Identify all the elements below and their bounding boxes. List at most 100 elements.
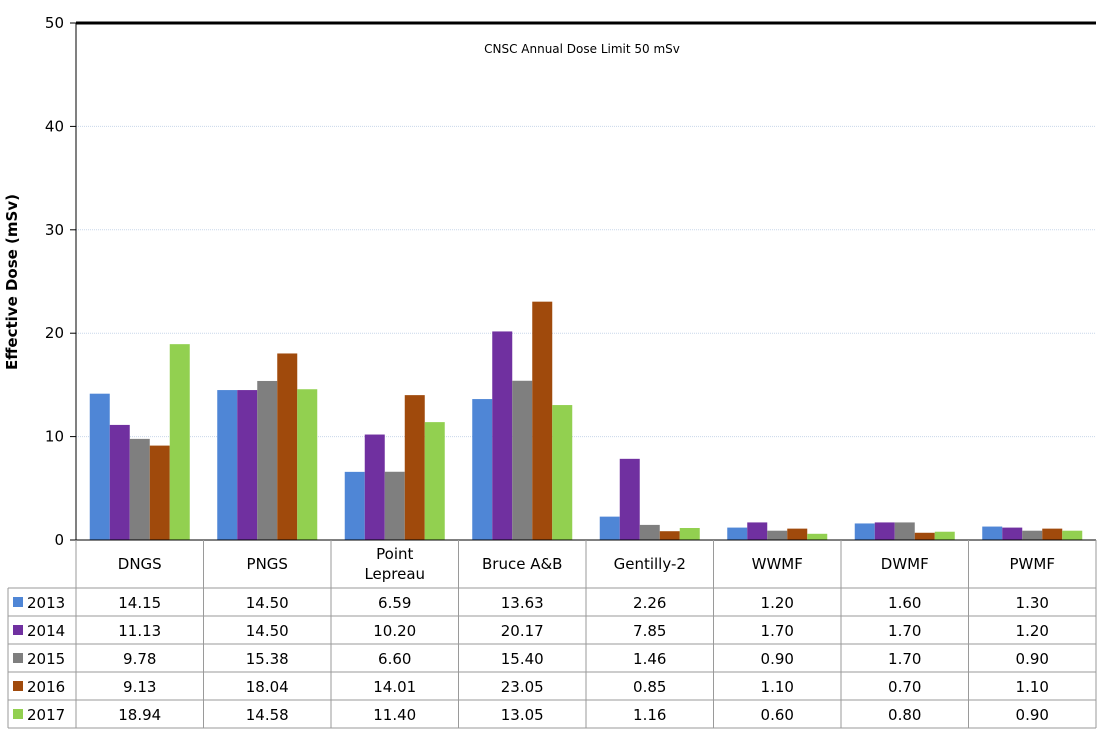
data-label: 6.59	[378, 594, 411, 612]
y-tick-label: 10	[45, 428, 64, 446]
legend-key-2013	[13, 597, 23, 607]
category-label: PWMF	[1010, 555, 1055, 573]
y-tick-label: 50	[45, 14, 64, 32]
dose-limit-annotation: CNSC Annual Dose Limit 50 mSv	[484, 42, 680, 56]
data-label: 14.15	[118, 594, 161, 612]
data-label: 0.80	[888, 706, 921, 724]
y-axis-label: Effective Dose (mSv)	[3, 194, 21, 370]
bar-2013-1	[217, 390, 238, 540]
data-label: 7.85	[633, 622, 666, 640]
legend-label-2017: 2017	[27, 706, 65, 724]
data-label: 13.63	[501, 594, 544, 612]
data-label: 18.04	[246, 678, 289, 696]
y-tick-label: 0	[54, 531, 64, 549]
bar-2016-2	[404, 395, 425, 540]
bar-2015-3	[512, 380, 533, 540]
data-label: 0.70	[888, 678, 921, 696]
data-label: 1.70	[761, 622, 794, 640]
bar-2017-0	[169, 344, 190, 540]
category-label: WWMF	[752, 555, 803, 573]
bar-2016-4	[659, 531, 680, 540]
bar-2015-5	[767, 530, 788, 540]
bar-2013-6	[854, 523, 875, 540]
legend-key-2017	[13, 709, 23, 719]
legend-key-2015	[13, 653, 23, 663]
bar-2015-7	[1022, 530, 1043, 540]
data-table: DNGS PNGS Point Lepreau Bruce A&B Gentilly-2 W…	[7, 540, 1097, 729]
category-label: Bruce A&B	[482, 555, 562, 573]
bar-2013-4	[599, 516, 620, 540]
bar-2016-0	[149, 445, 170, 540]
data-label: 20.17	[501, 622, 544, 640]
legend-label-2016: 2016	[27, 678, 65, 696]
legend-key-2016	[13, 681, 23, 691]
data-label: 11.13	[118, 622, 161, 640]
data-label: 15.40	[501, 650, 544, 668]
data-label: 6.60	[378, 650, 411, 668]
legend-label-2013: 2013	[27, 594, 65, 612]
bar-2017-6	[934, 531, 955, 540]
bar-2015-2	[384, 471, 405, 540]
data-label: 1.10	[761, 678, 794, 696]
data-label: 0.90	[1016, 706, 1049, 724]
data-label: 9.78	[123, 650, 156, 668]
data-label: 0.60	[761, 706, 794, 724]
bar-2017-1	[297, 389, 318, 540]
data-label: 0.85	[633, 678, 666, 696]
y-tick-labels: 0 10 20 30 40 50	[45, 14, 64, 549]
category-label-point-lepreau-line-2: Lepreau	[364, 565, 425, 583]
bar-2017-5	[807, 533, 828, 540]
data-label: 1.70	[888, 622, 921, 640]
bar-2014-0	[109, 424, 130, 540]
data-label: 0.90	[761, 650, 794, 668]
data-label: 18.94	[118, 706, 161, 724]
legend-key-2014	[13, 625, 23, 635]
data-label: 0.90	[1016, 650, 1049, 668]
category-label-point-lepreau-line-1: Point	[376, 545, 413, 563]
bar-2015-1	[257, 380, 278, 540]
bars	[89, 301, 1083, 540]
bar-2013-7	[982, 526, 1003, 540]
category-label: DWMF	[881, 555, 929, 573]
category-label: PNGS	[247, 555, 288, 573]
bar-2016-1	[277, 353, 298, 540]
data-label: 15.38	[246, 650, 289, 668]
bar-2016-5	[787, 528, 808, 540]
data-label: 1.30	[1016, 594, 1049, 612]
category-label: Gentilly-2	[614, 555, 686, 573]
data-label: 1.60	[888, 594, 921, 612]
data-label: 1.20	[1016, 622, 1049, 640]
data-label: 14.01	[373, 678, 416, 696]
bar-2013-5	[727, 527, 748, 540]
y-tick-label: 40	[45, 117, 64, 135]
bar-2017-7	[1062, 530, 1083, 540]
bar-2016-7	[1042, 528, 1063, 540]
data-label: 9.13	[123, 678, 156, 696]
data-label: 14.58	[246, 706, 289, 724]
data-label: 1.16	[633, 706, 666, 724]
bar-2014-6	[874, 522, 895, 540]
bar-2015-6	[894, 522, 915, 540]
category-label: DNGS	[118, 555, 162, 573]
bar-2014-3	[492, 331, 513, 540]
data-label: 1.10	[1016, 678, 1049, 696]
data-label: 1.70	[888, 650, 921, 668]
bar-2014-7	[1002, 527, 1023, 540]
bar-2013-3	[472, 399, 493, 540]
y-tick-label: 30	[45, 221, 64, 239]
data-label: 14.50	[246, 594, 289, 612]
data-label: 1.20	[761, 594, 794, 612]
y-tick-label: 20	[45, 324, 64, 342]
data-label: 23.05	[501, 678, 544, 696]
data-label: 11.40	[373, 706, 416, 724]
data-label: 1.46	[633, 650, 666, 668]
bar-2014-5	[747, 522, 768, 540]
bar-2017-2	[424, 422, 445, 540]
legend-label-2014: 2014	[27, 622, 65, 640]
bar-2017-4	[679, 528, 700, 540]
bar-2016-6	[914, 532, 935, 540]
data-label: 2.26	[633, 594, 666, 612]
legend-label-2015: 2015	[27, 650, 65, 668]
data-label: 13.05	[501, 706, 544, 724]
